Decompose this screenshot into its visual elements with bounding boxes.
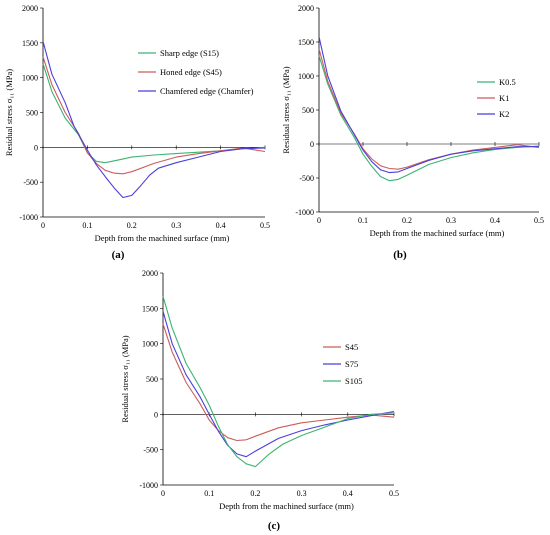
y-tick-label: 0 bbox=[34, 143, 38, 152]
y-tick-label: 2000 bbox=[142, 269, 158, 278]
y-tick-label: -500 bbox=[143, 446, 158, 455]
legend-label: S45 bbox=[345, 342, 358, 352]
series-line-s105 bbox=[162, 296, 395, 468]
x-axis-label: Depth from the machined surface (mm) bbox=[370, 228, 505, 238]
series-line-honed-edge-s45- bbox=[42, 56, 266, 175]
x-tick-label: 0.3 bbox=[446, 216, 456, 225]
series-line-s45 bbox=[162, 323, 395, 442]
x-axis-label: Depth from the machined surface (mm) bbox=[95, 233, 230, 243]
legend-label: K2 bbox=[499, 109, 509, 119]
y-tick-label: 1500 bbox=[142, 304, 158, 313]
legend: K0.5 K1 K2 bbox=[477, 77, 516, 119]
y-tick-label: 500 bbox=[26, 109, 38, 118]
x-axis-label: Depth from the machined surface (mm) bbox=[219, 501, 354, 511]
x-tick-label: 0.3 bbox=[297, 489, 307, 498]
legend: S45 S75 S105 bbox=[323, 342, 362, 386]
y-tick-label: 1000 bbox=[298, 72, 314, 81]
series-line-k2 bbox=[318, 36, 539, 174]
x-tick-label: 0 bbox=[317, 216, 321, 225]
y-tick-label: -1000 bbox=[139, 481, 158, 490]
chart-panel-1: -1000 -500 0 500 1000 1500 2000 0 0.1 0.2 0.3 0.4 0.… bbox=[4, 4, 270, 261]
legend-label: S75 bbox=[345, 359, 358, 369]
x-tick-label: 0.1 bbox=[82, 221, 92, 230]
x-tick-label: 0.4 bbox=[216, 221, 226, 230]
x-tick-label: 0.2 bbox=[127, 221, 137, 230]
y-tick-label: -1000 bbox=[19, 213, 38, 222]
legend-label: Chamfered edge (Chamfer) bbox=[160, 86, 254, 96]
panel-label: (b) bbox=[393, 249, 407, 261]
x-tick-label: 0.2 bbox=[250, 489, 260, 498]
chart-panel-2: -1000 -500 0 500 1000 1500 2000 0 0.1 0.2 0.3 0.4 0.… bbox=[281, 4, 544, 261]
series-line-sharp-edge-s15- bbox=[42, 63, 266, 164]
y-tick-label: 500 bbox=[302, 106, 314, 115]
y-tick-label: -500 bbox=[299, 174, 314, 183]
y-axis-label: Residual stress σ₁₁ (MPa) bbox=[281, 66, 291, 153]
y-tick-label: -1000 bbox=[295, 208, 314, 217]
y-tick-label: 2000 bbox=[298, 4, 314, 13]
legend-label: Honed edge (S45) bbox=[160, 67, 222, 77]
chart-panel-3: -1000 -500 0 500 1000 1500 2000 0 0.1 0.2 0.3 0.4 0.… bbox=[120, 269, 399, 532]
x-tick-label: 0.2 bbox=[402, 216, 412, 225]
y-tick-label: 0 bbox=[310, 140, 314, 149]
legend-label: K0.5 bbox=[499, 77, 516, 87]
x-tick-label: 0.5 bbox=[534, 216, 544, 225]
x-tick-label: 0.1 bbox=[358, 216, 368, 225]
y-tick-label: 2000 bbox=[22, 4, 38, 13]
x-tick-label: 0.3 bbox=[171, 221, 181, 230]
legend-label: Sharp edge (S15) bbox=[160, 48, 219, 58]
x-tick-label: 0.1 bbox=[204, 489, 214, 498]
x-tick-label: 0.5 bbox=[260, 221, 270, 230]
y-tick-label: 1000 bbox=[22, 74, 38, 83]
x-tick-label: 0 bbox=[161, 489, 165, 498]
x-tick-label: 0.5 bbox=[389, 489, 399, 498]
legend: Sharp edge (S15) Honed edge (S45) Chamfere… bbox=[138, 48, 254, 96]
y-tick-label: 1000 bbox=[142, 340, 158, 349]
y-tick-label: -500 bbox=[23, 178, 38, 187]
y-tick-label: 0 bbox=[154, 410, 158, 419]
series-line-k0-5 bbox=[318, 55, 540, 182]
y-axis-label: Residual stress σ₁₁ (MPa) bbox=[4, 69, 14, 156]
y-tick-label: 500 bbox=[146, 375, 158, 384]
legend-label: S105 bbox=[345, 376, 362, 386]
y-tick-label: 1500 bbox=[298, 38, 314, 47]
legend-label: K1 bbox=[499, 93, 509, 103]
series-line-chamfered-edge-chamfer- bbox=[42, 41, 266, 199]
y-axis-label: Residual stress σ₁₁ (MPa) bbox=[120, 335, 130, 422]
x-tick-label: 0 bbox=[41, 221, 45, 230]
x-tick-label: 0.4 bbox=[490, 216, 500, 225]
x-tick-label: 0.4 bbox=[343, 489, 353, 498]
panel-label: (a) bbox=[112, 249, 125, 261]
panel-label: (c) bbox=[268, 520, 281, 532]
y-tick-label: 1500 bbox=[22, 39, 38, 48]
